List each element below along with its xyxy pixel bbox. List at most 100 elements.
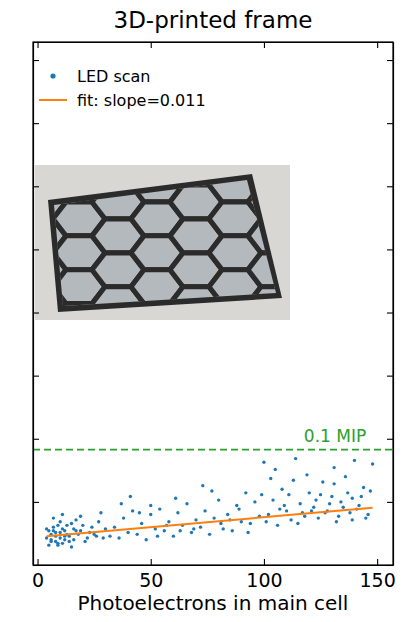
legend-swatch: [39, 99, 67, 101]
tick: [33, 123, 39, 124]
point: [54, 540, 57, 543]
inset-cell: [92, 321, 144, 355]
point: [61, 513, 64, 516]
inset-cell: [248, 219, 300, 253]
inset-cell: [131, 304, 183, 338]
point: [61, 542, 64, 545]
point: [176, 511, 179, 514]
tick-mark: [151, 42, 152, 48]
point: [58, 536, 61, 539]
point: [56, 543, 59, 546]
point: [194, 518, 197, 521]
point: [330, 495, 333, 498]
point: [52, 525, 55, 528]
tick-label: 150: [360, 569, 396, 591]
tick-mark: [387, 439, 393, 440]
point: [101, 536, 104, 539]
tick-label: 100: [246, 569, 282, 591]
point: [56, 524, 59, 527]
tick: [387, 439, 393, 440]
reference-line: [33, 449, 393, 451]
inset-cell: [209, 168, 261, 202]
point: [314, 498, 317, 501]
point: [58, 520, 61, 523]
point: [369, 489, 372, 492]
inset-cell: [170, 321, 222, 355]
point: [305, 473, 308, 476]
tick-mark: [387, 60, 393, 61]
point: [269, 477, 272, 480]
point: [244, 491, 247, 494]
point: [366, 513, 369, 516]
point: [271, 498, 274, 501]
point: [120, 502, 123, 505]
tick: [387, 123, 393, 124]
point: [52, 516, 55, 519]
point: [145, 538, 148, 541]
point: [72, 538, 75, 541]
tick: [33, 439, 39, 440]
tick-mark: [264, 559, 265, 565]
point: [371, 462, 374, 465]
point: [212, 516, 215, 519]
point: [65, 524, 68, 527]
tick: [33, 376, 39, 377]
point: [249, 522, 252, 525]
tick: [387, 376, 393, 377]
inset-cell: [14, 253, 66, 287]
tick-mark: [33, 376, 39, 377]
tick: [264, 42, 265, 48]
point: [219, 522, 222, 525]
tick-mark: [37, 42, 38, 48]
point: [280, 488, 283, 491]
point: [328, 502, 331, 505]
tick: 50: [139, 559, 163, 591]
point: [81, 524, 84, 527]
point: [262, 461, 265, 464]
point: [312, 506, 315, 509]
tick-mark: [387, 502, 393, 503]
point: [344, 475, 347, 478]
tick-mark: [37, 559, 38, 565]
point: [348, 511, 351, 514]
point: [58, 531, 61, 534]
point: [131, 509, 134, 512]
point: [294, 457, 297, 460]
point: [149, 513, 152, 516]
point: [86, 536, 89, 539]
point: [74, 529, 77, 532]
tick: [33, 186, 39, 187]
point: [292, 479, 295, 482]
x-axis-top: [34, 42, 394, 48]
point: [267, 513, 270, 516]
legend-swatch: [50, 73, 55, 78]
point: [178, 529, 181, 532]
tick-mark: [33, 502, 39, 503]
point: [70, 522, 73, 525]
inset-cell: [92, 151, 144, 185]
point: [353, 459, 356, 462]
point: [90, 525, 93, 528]
point: [210, 489, 213, 492]
inset-cell: [53, 168, 105, 202]
point: [296, 522, 299, 525]
point: [63, 529, 66, 532]
point: [298, 502, 301, 505]
point: [231, 529, 234, 532]
point: [113, 525, 116, 528]
point: [341, 506, 344, 509]
point: [285, 509, 288, 512]
point: [317, 516, 320, 519]
tick: 100: [246, 559, 282, 591]
point: [163, 529, 166, 532]
point: [260, 493, 263, 496]
point: [174, 497, 177, 500]
tick: [387, 60, 393, 61]
tick-mark: [33, 312, 39, 313]
point: [308, 491, 311, 494]
point: [351, 518, 354, 521]
point: [201, 484, 204, 487]
point: [54, 531, 57, 534]
point: [235, 504, 238, 507]
inset-cell: [14, 287, 66, 321]
